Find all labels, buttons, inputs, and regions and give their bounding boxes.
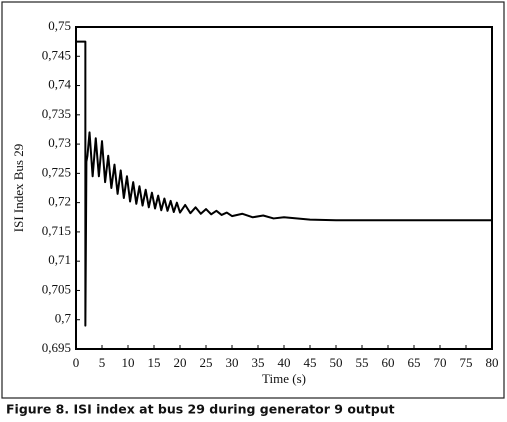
y-tick-label: 0,715: [42, 223, 71, 238]
y-tick-label: 0,695: [42, 340, 71, 355]
x-tick-label: 40: [278, 355, 291, 370]
figure-frame: [1, 1, 505, 399]
data-line: [76, 40, 492, 327]
x-axis-label: Time (s): [262, 371, 306, 386]
x-tick-label: 30: [226, 355, 239, 370]
x-tick-label: 80: [486, 355, 499, 370]
x-tick-label: 60: [382, 355, 395, 370]
x-tick-label: 35: [252, 355, 265, 370]
y-tick-label: 0,725: [42, 164, 71, 179]
x-tick-label: 25: [200, 355, 213, 370]
y-tick-label: 0,735: [42, 106, 71, 121]
y-tick-label: 0,7: [55, 311, 72, 326]
y-tick-label: 0,745: [42, 47, 71, 62]
x-tick-label: 10: [122, 355, 135, 370]
y-tick-label: 0,75: [48, 18, 71, 33]
x-tick-label: 75: [460, 355, 473, 370]
x-tick-label: 20: [174, 355, 187, 370]
x-tick-label: 15: [148, 355, 161, 370]
x-tick-label: 5: [99, 355, 106, 370]
x-tick-label: 55: [356, 355, 369, 370]
y-tick-label: 0,72: [48, 194, 71, 209]
y-axis-label: ISI Index Bus 29: [11, 144, 26, 232]
y-tick-label: 0,705: [42, 281, 71, 296]
x-tick-label: 0: [73, 355, 80, 370]
y-tick-label: 0,74: [48, 77, 71, 92]
x-tick-label: 50: [330, 355, 343, 370]
y-tick-label: 0,73: [48, 135, 71, 150]
y-tick-label: 0,71: [48, 252, 71, 267]
x-tick-label: 65: [408, 355, 421, 370]
x-tick-label: 70: [434, 355, 447, 370]
caption: Figure 8. ISI index at bus 29 during gen…: [6, 402, 395, 417]
x-tick-label: 45: [304, 355, 317, 370]
